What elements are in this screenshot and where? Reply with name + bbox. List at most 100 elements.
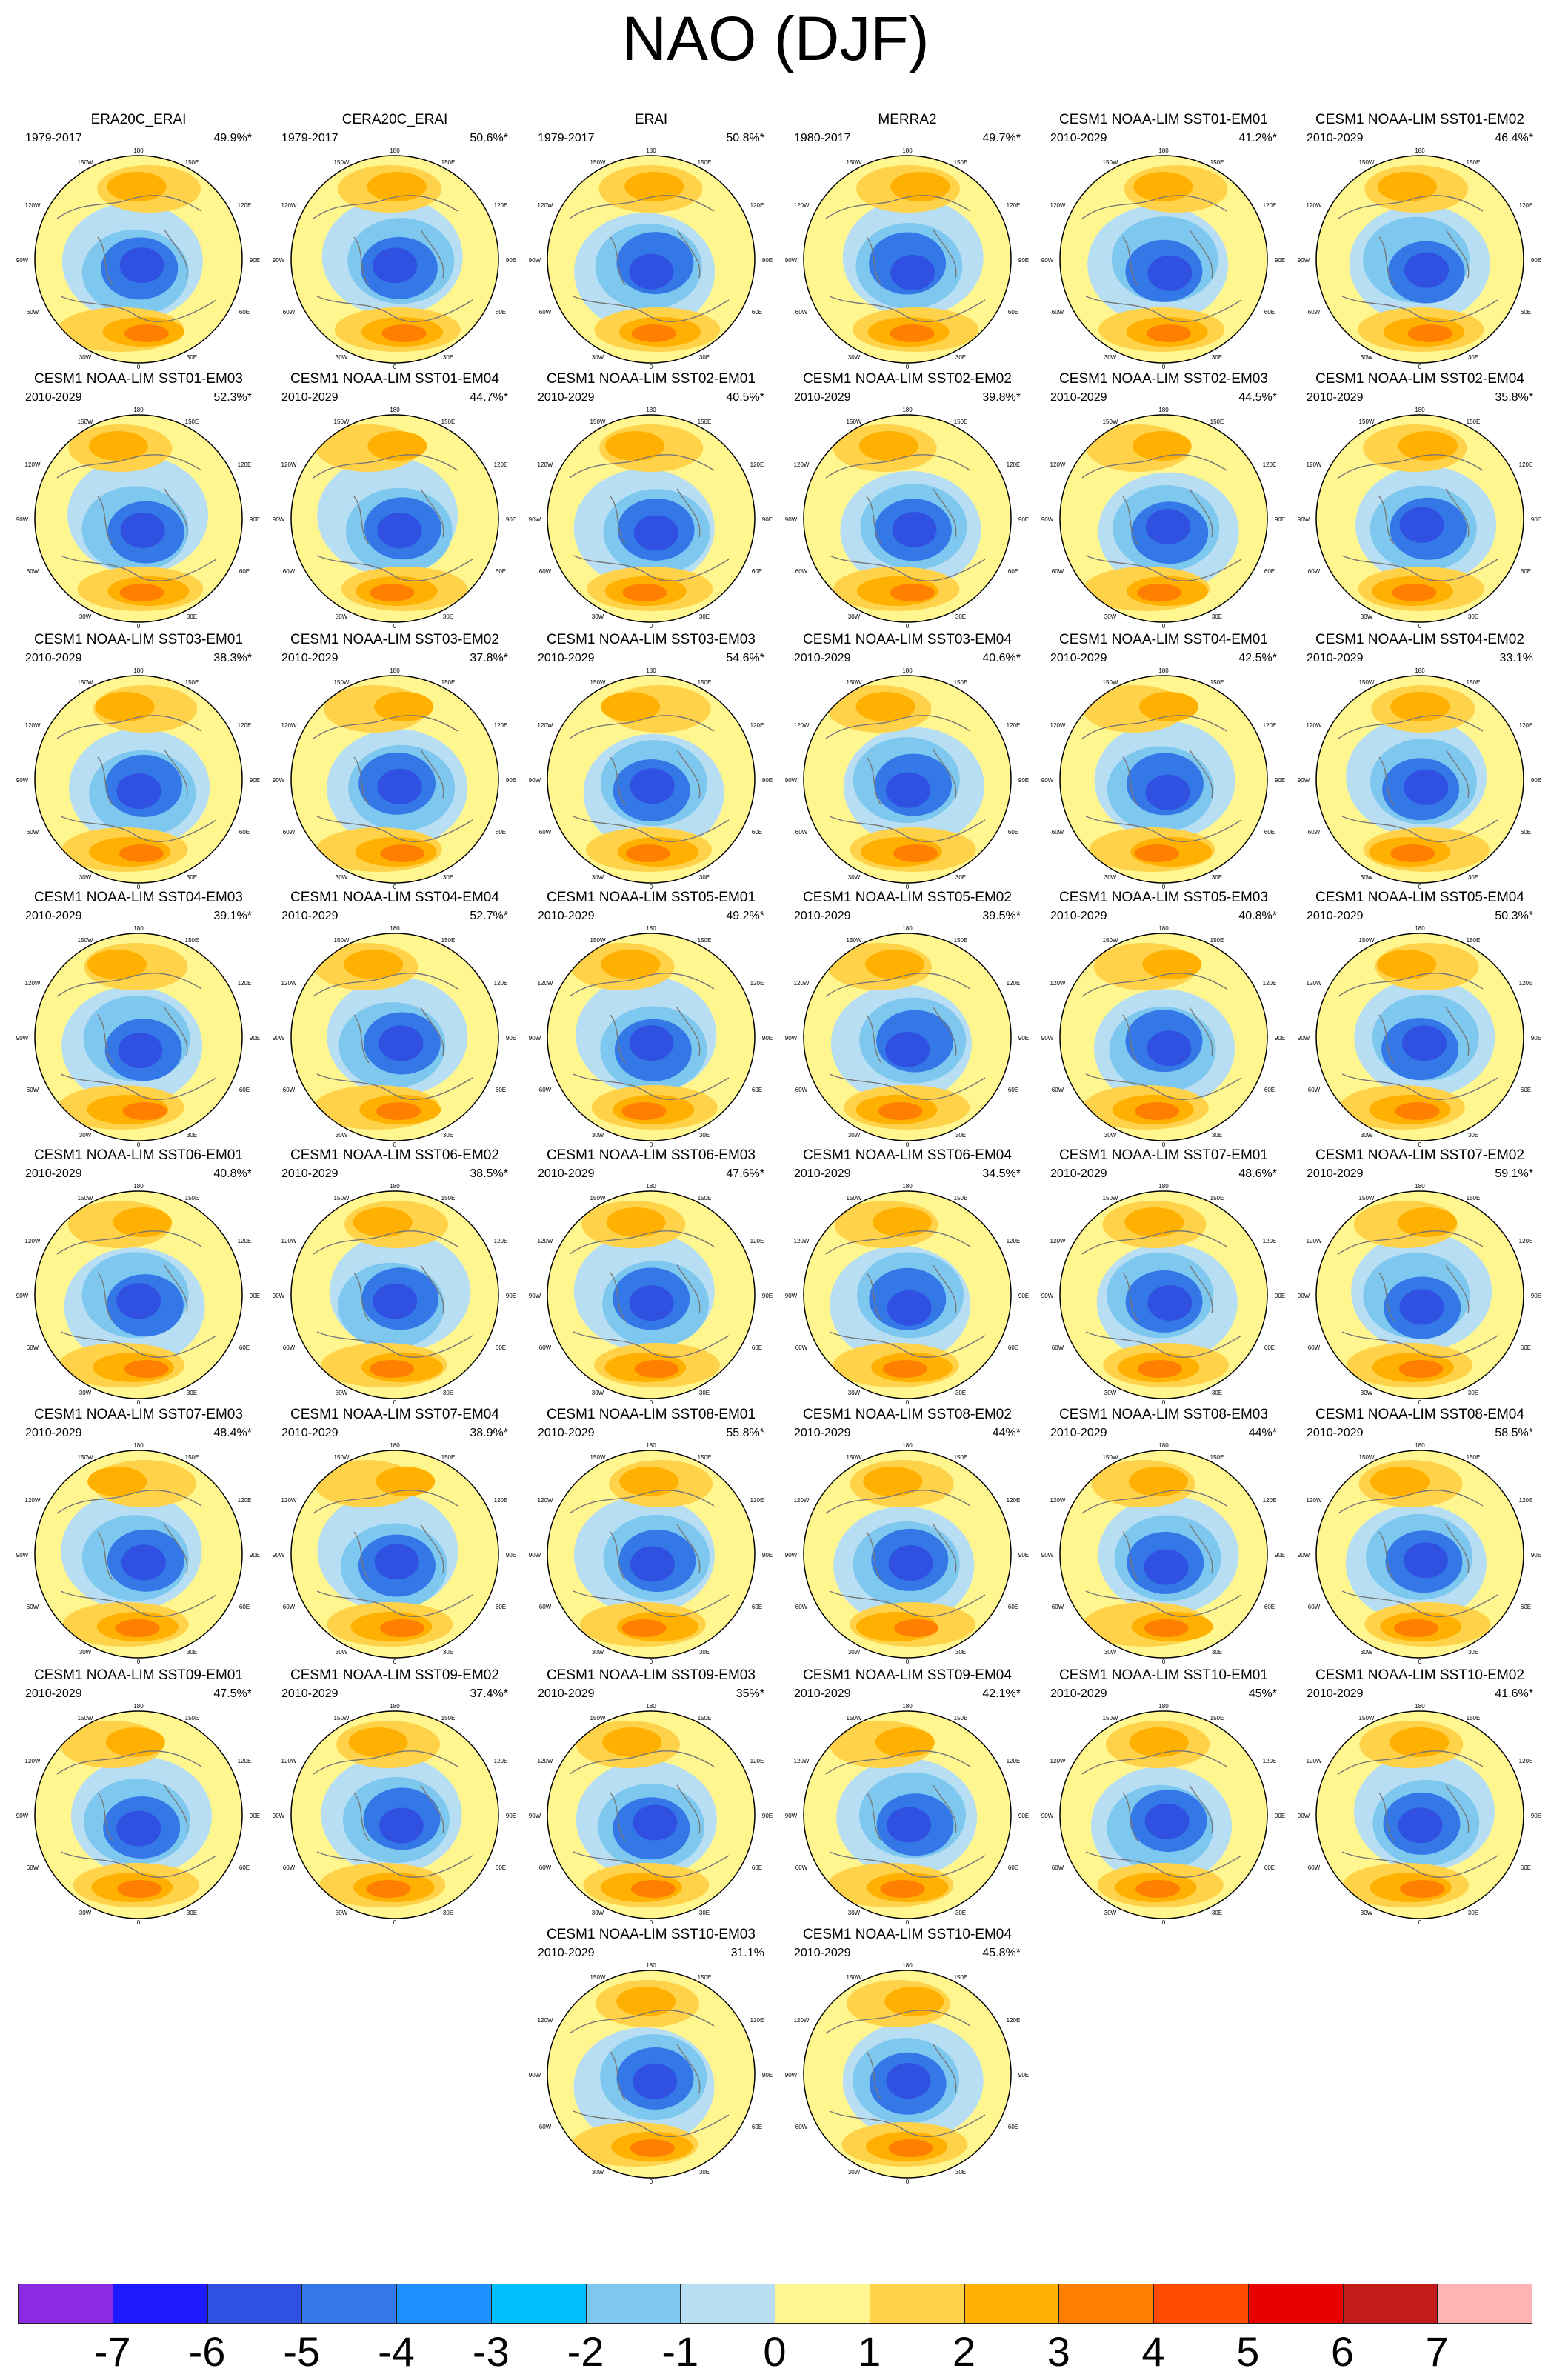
longitude-label: 60E	[496, 829, 506, 836]
longitude-label: 180	[390, 1443, 400, 1449]
anomaly-contour	[884, 1987, 944, 2016]
anomaly-contour	[1144, 1803, 1190, 1839]
longitude-label: 120E	[1263, 722, 1277, 729]
longitude-label: 30E	[443, 1132, 453, 1139]
longitude-label: 120E	[1519, 461, 1533, 468]
longitude-label: 90E	[1018, 1552, 1029, 1559]
colorbar-tick-label: -5	[283, 2328, 321, 2375]
anomaly-contour	[1129, 1727, 1189, 1757]
longitude-label: 120W	[1050, 202, 1066, 209]
longitude-label: 90W	[529, 257, 541, 264]
longitude-label: 150E	[1467, 679, 1481, 686]
colorbar-tick-label: 6	[1330, 2328, 1355, 2375]
anomaly-contour	[882, 1360, 927, 1378]
longitude-label: 150W	[590, 937, 606, 944]
anomaly-contour	[602, 1727, 662, 1757]
anomaly-contour	[1132, 431, 1192, 461]
longitude-label: 150E	[1210, 937, 1224, 944]
anomaly-contour	[1147, 1284, 1193, 1321]
map-border	[290, 1450, 499, 1659]
polar-map: 180 150W 150E 120W 120E 90W 90E 60W 60E 30W 30E 0	[1041, 1704, 1285, 1926]
coastline	[569, 454, 730, 581]
map-panel: CESM1 NOAA-LIM SST03-EM01 2010-2029 38.3%*…	[16, 631, 261, 890]
longitude-label: 0	[650, 884, 653, 890]
map-panel: CESM1 NOAA-LIM SST06-EM03 2010-2029 47.6%*…	[529, 1147, 773, 1406]
longitude-label: 150W	[847, 1454, 862, 1461]
longitude-label: 30E	[699, 1649, 710, 1656]
map-border	[290, 1190, 499, 1399]
panel-period: 2010-2029	[25, 1687, 82, 1700]
anomaly-contour	[117, 1880, 162, 1898]
longitude-label: 30E	[1212, 1649, 1222, 1656]
longitude-label: 30E	[1212, 1910, 1222, 1916]
longitude-label: 90E	[1531, 1035, 1541, 1041]
map-panel: CESM1 NOAA-LIM SST02-EM01 2010-2029 40.5%*…	[529, 370, 773, 630]
longitude-label: 60W	[539, 309, 552, 316]
panel-title: CESM1 NOAA-LIM SST03-EM04	[803, 632, 1012, 647]
anomaly-contour	[1395, 1102, 1440, 1120]
polar-map: 180 150W 150E 120W 120E 90W 90E 60W 60E 30W 30E 0	[273, 407, 516, 630]
colorbar-swatch	[1247, 2284, 1344, 2324]
polar-map: 180 150W 150E 120W 120E 90W 90E 60W 60E 30W 30E 0	[16, 1443, 260, 1665]
anomaly-contour	[377, 513, 422, 549]
colorbar-tick-label: -3	[472, 2328, 510, 2375]
panel-variance-percent: 52.7%*	[470, 910, 508, 922]
longitude-label: 60E	[1521, 1604, 1531, 1610]
map-panel: CESM1 NOAA-LIM SST05-EM03 2010-2029 40.8%*…	[1041, 889, 1286, 1148]
anomaly-contour	[887, 1290, 932, 1326]
anomaly-contour	[1144, 1549, 1189, 1585]
longitude-label: 30E	[1468, 354, 1478, 361]
longitude-label: 120W	[25, 1497, 41, 1504]
longitude-label: 60W	[795, 568, 808, 575]
panel-title: CESM1 NOAA-LIM SST05-EM04	[1315, 890, 1524, 905]
longitude-label: 150W	[1359, 679, 1375, 686]
anomaly-contour	[885, 772, 930, 808]
longitude-label: 30W	[336, 1390, 348, 1396]
longitude-label: 120W	[1307, 202, 1322, 209]
longitude-label: 120E	[1263, 1497, 1277, 1504]
colorbar-swatch	[964, 2284, 1060, 2324]
longitude-label: 60W	[283, 1344, 296, 1351]
longitude-label: 90W	[1041, 1293, 1054, 1299]
anomaly-contour	[887, 1807, 932, 1843]
longitude-label: 90E	[1531, 257, 1541, 264]
longitude-label: 120E	[238, 202, 252, 209]
longitude-label: 90W	[273, 1293, 285, 1299]
anomaly-contour	[1138, 692, 1198, 721]
map-border	[1315, 933, 1524, 1141]
anomaly-contour	[629, 1285, 674, 1321]
longitude-label: 30W	[592, 874, 604, 881]
longitude-label: 90W	[1041, 777, 1054, 784]
longitude-label: 120E	[750, 2017, 764, 2024]
panel-variance-percent: 38.3%*	[213, 652, 252, 664]
panel-title: CESM1 NOAA-LIM SST01-EM04	[290, 371, 499, 387]
map-panel: CESM1 NOAA-LIM SST10-EM01 2010-2029 45%* 18…	[1041, 1667, 1286, 1926]
map-border	[547, 1970, 756, 2179]
coastline	[56, 973, 217, 1100]
polar-map: 180 150W 150E 120W 120E 90W 90E 60W 60E 30W 30E 0	[1298, 926, 1541, 1148]
longitude-label: 0	[1418, 1919, 1422, 1926]
coastline	[825, 1490, 986, 1617]
longitude-label: 0	[650, 1919, 653, 1926]
longitude-label: 120W	[1307, 1238, 1322, 1244]
longitude-label: 90E	[506, 777, 516, 784]
longitude-label: 90E	[1018, 1813, 1029, 1819]
longitude-label: 30E	[955, 1649, 966, 1656]
longitude-label: 60E	[752, 1087, 762, 1093]
map-panel: CESM1 NOAA-LIM SST02-EM03 2010-2029 44.5%*…	[1041, 370, 1286, 630]
longitude-label: 120E	[750, 1238, 764, 1244]
longitude-label: 180	[646, 668, 656, 674]
map-panel: CESM1 NOAA-LIM SST07-EM04 2010-2029 38.9%*…	[273, 1406, 517, 1665]
panel-period: 2010-2029	[25, 1167, 82, 1180]
polar-map: 180 150W 150E 120W 120E 90W 90E 60W 60E 30W 30E 0	[16, 148, 260, 370]
longitude-label: 90W	[1298, 1293, 1310, 1299]
longitude-label: 120E	[494, 202, 508, 209]
longitude-label: 0	[906, 1141, 910, 1148]
longitude-label: 150W	[78, 419, 93, 425]
anomaly-contour	[120, 512, 165, 548]
longitude-label: 90W	[1298, 516, 1310, 523]
coastline	[313, 715, 473, 842]
panel-title: CESM1 NOAA-LIM SST06-EM04	[803, 1147, 1012, 1163]
anomaly-contour	[621, 1102, 667, 1120]
colorbar-tick-label: 7	[1425, 2328, 1449, 2375]
